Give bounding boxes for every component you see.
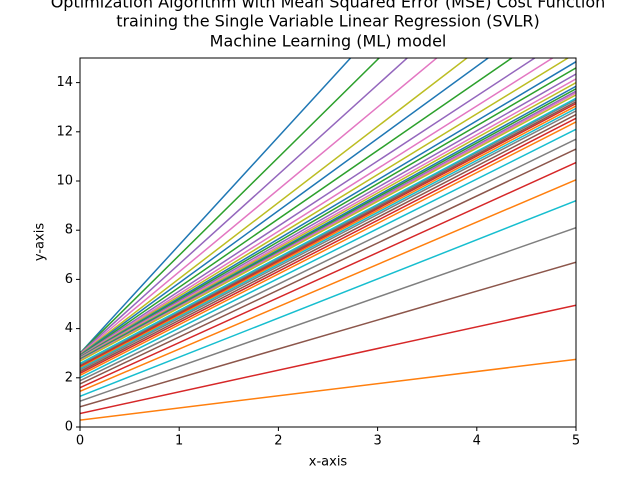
y-axis-label: y-axis: [33, 223, 48, 261]
data-line: [80, 227, 576, 402]
axes-frame: [79, 57, 577, 428]
data-line: [80, 97, 576, 365]
data-line: [80, 58, 469, 356]
data-line: [80, 99, 576, 365]
data-line: [80, 117, 576, 375]
y-tick-label: 8: [65, 223, 73, 238]
chart-title: training the Single Variable Linear Regr…: [116, 12, 540, 31]
data-line: [80, 179, 576, 393]
data-line: [80, 107, 576, 370]
data-line: [80, 58, 438, 355]
plot-area: [80, 58, 576, 421]
data-line: [80, 148, 576, 385]
data-line: [80, 358, 576, 421]
data-line: [80, 101, 576, 366]
data-line: [80, 81, 576, 360]
data-line: [80, 113, 576, 373]
data-line: [80, 58, 555, 358]
x-tick-label: 5: [572, 434, 580, 449]
data-line: [80, 58, 570, 358]
data-line: [80, 78, 576, 359]
chart-title: Machine Learning (ML) model: [210, 32, 447, 51]
y-tick-label: 2: [65, 370, 73, 385]
data-line: [80, 102, 576, 367]
data-line: [80, 61, 576, 358]
data-line: [80, 73, 576, 359]
data-line: [80, 138, 576, 382]
data-line: [80, 261, 576, 408]
data-line: [80, 58, 352, 354]
data-line: [80, 58, 381, 354]
y-tick-label: 4: [65, 321, 73, 336]
x-axis-label: x-axis: [309, 455, 348, 470]
data-line: [80, 128, 576, 379]
x-tick-label: 3: [373, 434, 381, 449]
data-line: [80, 58, 490, 356]
y-tick-label: 14: [56, 75, 73, 90]
chart-title: Optimization Algorithm with Mean Squared…: [51, 0, 606, 12]
data-line: [80, 94, 576, 362]
data-line: [80, 58, 514, 357]
x-tick-label: 4: [473, 434, 481, 449]
y-tick-label: 0: [65, 420, 73, 435]
x-tick-label: 1: [175, 434, 183, 449]
data-line: [80, 67, 576, 359]
y-tick-label: 12: [56, 124, 73, 139]
x-tick-label: 0: [76, 434, 84, 449]
data-line: [80, 110, 576, 371]
data-line: [80, 58, 409, 355]
data-line: [80, 199, 576, 397]
data-line: [80, 304, 576, 415]
y-tick-label: 6: [65, 272, 73, 287]
x-tick-label: 2: [274, 434, 282, 449]
data-line: [80, 58, 537, 357]
data-line: [80, 121, 576, 377]
data-line: [80, 105, 576, 368]
y-tick-label: 10: [56, 174, 73, 189]
data-line: [80, 161, 576, 389]
